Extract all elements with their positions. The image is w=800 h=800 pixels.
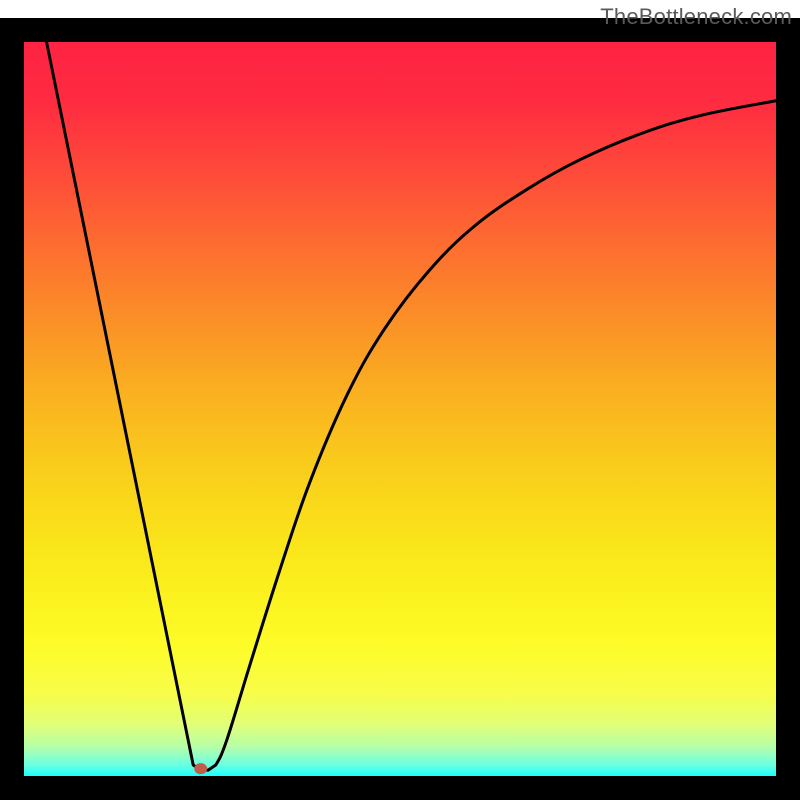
plot-background bbox=[24, 42, 776, 776]
chart-container: TheBottleneck.com bbox=[0, 0, 800, 800]
marker-current-point bbox=[195, 764, 207, 774]
bottleneck-curve-chart bbox=[0, 0, 800, 800]
watermark-text: TheBottleneck.com bbox=[600, 4, 792, 30]
